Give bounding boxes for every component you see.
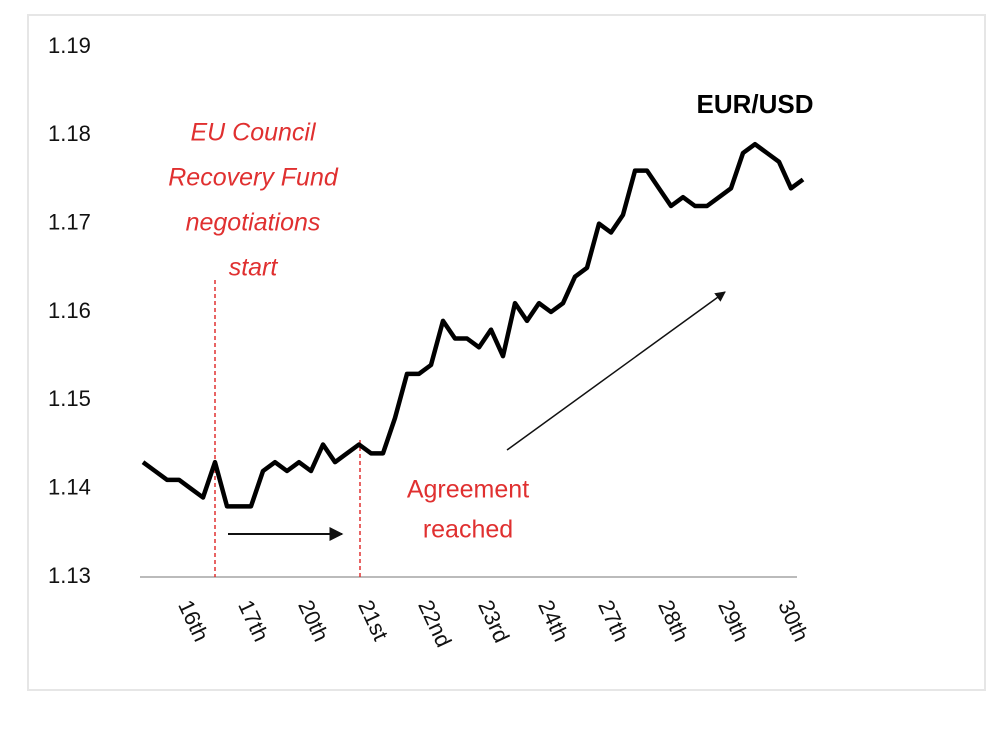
annotation: start (229, 254, 279, 282)
annotation: reached (423, 516, 513, 544)
y-tick-label: 1.14 (48, 474, 91, 499)
annotation: Recovery Fund (168, 164, 339, 192)
y-tick-label: 1.16 (48, 298, 91, 323)
annotation: negotiations (186, 209, 321, 237)
y-tick-label: 1.18 (48, 121, 91, 146)
y-tick-label: 1.17 (48, 209, 91, 234)
y-tick-label: 1.15 (48, 386, 91, 411)
line (141, 141, 805, 509)
annotation: Agreement (407, 476, 529, 504)
annotation: EU Council (190, 119, 316, 147)
arrow (506, 291, 726, 451)
y-tick-label: 1.13 (48, 563, 91, 588)
frame (27, 14, 986, 691)
series-label: EUR/USD (696, 89, 813, 119)
y-tick-label: 1.19 (48, 33, 91, 58)
